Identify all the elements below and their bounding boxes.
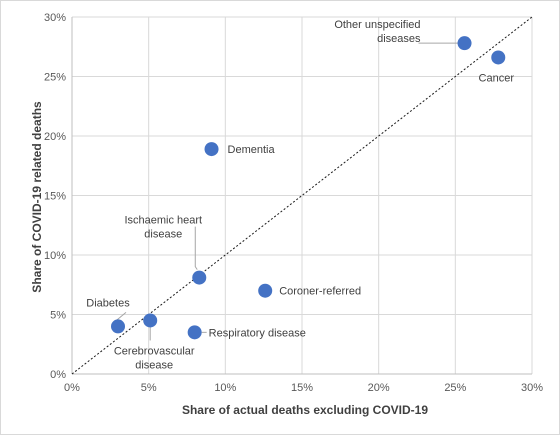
axes: 0% 5% 10% 15% 20% 25% 30% 0% 5% 10% 15% 20% 25% 30% <box>44 12 543 394</box>
data-label: Diabetes <box>86 297 130 309</box>
data-label-line: Coroner-referred <box>279 286 361 298</box>
data-label-line: Cerebrovascular <box>114 345 195 357</box>
x-tick-label: 0% <box>64 382 80 394</box>
data-labels: Other unspecified diseases Cancer Dementia I… <box>86 19 514 371</box>
data-point <box>111 319 125 334</box>
x-tick-label: 5% <box>141 382 157 394</box>
data-point <box>457 36 472 51</box>
x-tick-label: 15% <box>291 382 313 394</box>
y-tick-label: 5% <box>50 310 66 322</box>
y-tick-label: 10% <box>44 250 66 262</box>
x-tick-label: 25% <box>444 382 466 394</box>
data-label-line: Other unspecified <box>334 19 420 31</box>
data-label: Cancer <box>479 72 515 84</box>
data-label: Other unspecified diseases <box>334 19 421 45</box>
data-label: Cerebrovascular disease <box>114 345 195 371</box>
data-point <box>192 270 207 285</box>
x-tick-label: 10% <box>214 382 236 394</box>
data-point <box>187 325 202 340</box>
data-label-line: disease <box>144 229 182 241</box>
y-axis-title: Share of COVID-19 related deaths <box>30 101 44 293</box>
data-label: Respiratory disease <box>209 327 306 339</box>
data-label-line: disease <box>135 359 173 371</box>
x-tick-label: 30% <box>521 382 543 394</box>
data-label: Dementia <box>228 144 276 156</box>
data-points <box>111 36 506 340</box>
data-label-line: Ischaemic heart <box>124 215 202 227</box>
data-label-line: Dementia <box>228 144 276 156</box>
data-point <box>258 283 273 298</box>
data-label-line: Cancer <box>479 72 515 84</box>
data-label-line: Respiratory disease <box>209 327 306 339</box>
y-tick-label: 15% <box>44 191 66 203</box>
x-axis-title: Share of actual deaths excluding COVID-1… <box>182 403 428 417</box>
data-label: Ischaemic heart disease <box>124 215 202 241</box>
data-label: Coroner-referred <box>279 286 361 298</box>
data-point <box>491 50 506 65</box>
data-point <box>204 142 219 157</box>
data-point <box>143 313 158 328</box>
y-tick-label: 20% <box>44 131 66 143</box>
x-tick-label: 20% <box>368 382 390 394</box>
leader-line <box>194 226 198 270</box>
y-tick-label: 0% <box>50 369 66 381</box>
y-tick-label: 25% <box>44 72 66 84</box>
data-label-line: Diabetes <box>86 297 130 309</box>
y-tick-label: 30% <box>44 12 66 24</box>
data-label-line: diseases <box>377 33 421 45</box>
